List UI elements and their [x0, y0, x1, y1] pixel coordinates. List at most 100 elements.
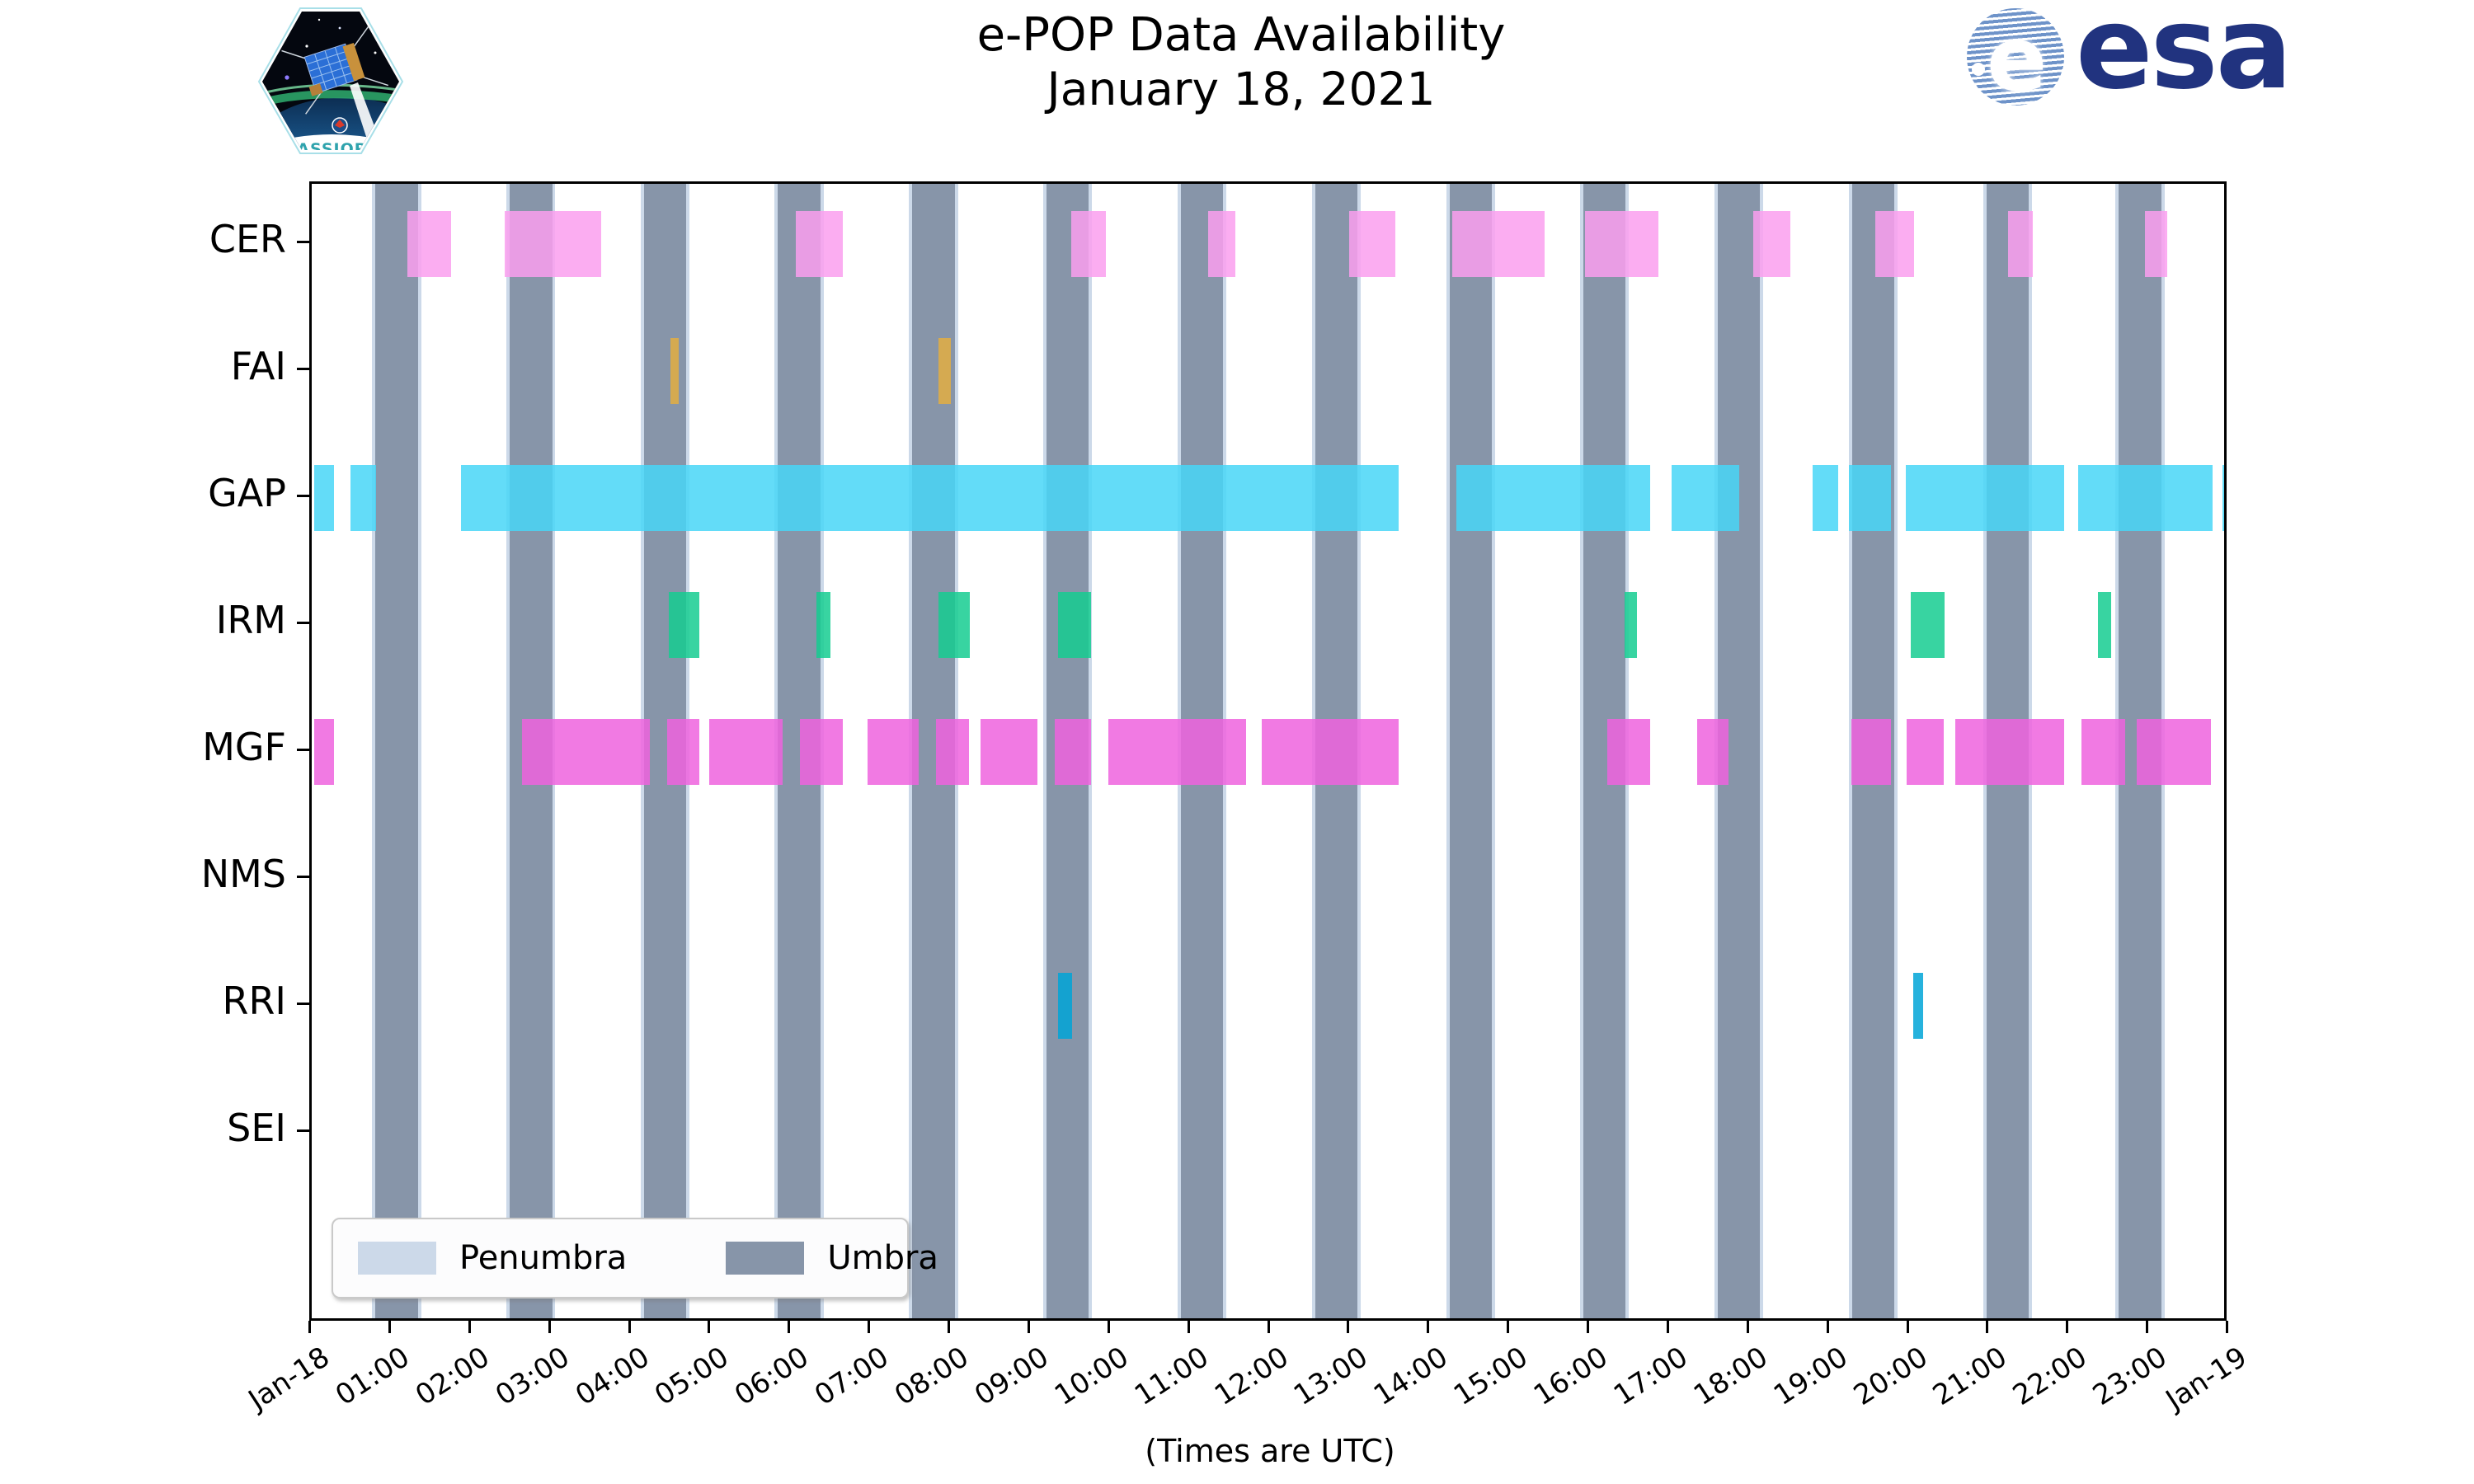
- ytick-mark: [297, 1003, 309, 1005]
- gap-data-bar: [1848, 465, 1892, 531]
- umbra-band: [374, 184, 418, 1318]
- mgf-data-bar: [799, 719, 844, 785]
- ytick-mark: [297, 1129, 309, 1132]
- cer-data-bar: [1071, 211, 1106, 277]
- cassiope-mission-patch: CASSIOPE: [257, 3, 406, 158]
- cer-data-bar: [2007, 211, 2033, 277]
- ytick-label-cer: CER: [209, 217, 286, 261]
- ytick-mark: [297, 495, 309, 497]
- ytick-label-gap: GAP: [208, 471, 286, 515]
- irm-data-bar: [669, 592, 699, 658]
- xtick-mark: [2146, 1321, 2149, 1333]
- ytick-mark: [297, 241, 309, 243]
- chart-title: e-POP Data Availability: [976, 8, 1506, 62]
- chart-wrap: Penumbra Umbra CER FAI GAP IRM MGF NMS RRI SEI …: [201, 181, 2253, 1416]
- cer-data-bar: [1452, 211, 1545, 277]
- xtick-mark: [868, 1321, 871, 1333]
- cer-data-bar: [407, 211, 451, 277]
- cer-data-bar: [1874, 211, 1915, 277]
- gap-data-bar: [1456, 465, 1650, 531]
- mgf-data-bar: [1607, 719, 1650, 785]
- irm-data-bar: [2098, 592, 2111, 658]
- cer-data-bar: [1585, 211, 1659, 277]
- xtick-mark: [1986, 1321, 1989, 1333]
- gap-data-bar: [313, 465, 335, 531]
- ytick-label-irm: IRM: [215, 598, 286, 642]
- fai-data-bar: [670, 338, 679, 404]
- mgf-data-bar: [1851, 719, 1892, 785]
- mgf-data-bar: [313, 719, 335, 785]
- cer-data-bar: [1207, 211, 1235, 277]
- gap-data-bar: [1905, 465, 2065, 531]
- xtick-mark: [548, 1321, 551, 1333]
- gap-data-bar: [461, 465, 1399, 531]
- mgf-data-bar: [1054, 719, 1091, 785]
- mgf-data-bar: [1261, 719, 1399, 785]
- esa-wordmark: esa: [2076, 0, 2293, 115]
- mgf-data-bar: [868, 719, 920, 785]
- xtick-mark: [388, 1321, 391, 1333]
- chart-subtitle: January 18, 2021: [1047, 63, 1436, 115]
- cer-data-bar: [1752, 211, 1791, 277]
- ytick-label-fai: FAI: [230, 344, 286, 388]
- umbra-label: Umbra: [827, 1239, 938, 1277]
- mgf-data-bar: [935, 719, 970, 785]
- mgf-data-bar: [521, 719, 650, 785]
- xtick-label-Jan-19: Jan-19: [2160, 1341, 2253, 1417]
- gap-data-bar: [350, 465, 377, 531]
- ytick-mark: [297, 368, 309, 370]
- mgf-data-bar: [2136, 719, 2211, 785]
- xtick-mark: [1587, 1321, 1589, 1333]
- irm-data-bar: [1624, 592, 1638, 658]
- xtick-mark: [468, 1321, 471, 1333]
- xtick-mark: [1746, 1321, 1749, 1333]
- mgf-data-bar: [709, 719, 783, 785]
- cassiope-patch-graphic: CASSIOPE: [257, 7, 404, 158]
- ytick-label-nms: NMS: [200, 852, 286, 896]
- xtick-mark: [2226, 1321, 2228, 1333]
- xtick-mark: [1826, 1321, 1829, 1333]
- umbra-swatch: [726, 1242, 805, 1275]
- gap-data-bar: [1813, 465, 1839, 531]
- cer-data-bar: [796, 211, 844, 277]
- gap-data-bar: [2222, 465, 2224, 531]
- xtick-mark: [788, 1321, 791, 1333]
- irm-data-bar: [1911, 592, 1945, 658]
- ytick-label-mgf: MGF: [202, 725, 286, 769]
- title-block: e-POP Data Availability January 18, 2021: [870, 8, 1612, 115]
- xtick-mark: [308, 1321, 311, 1333]
- cer-data-bar: [2145, 211, 2168, 277]
- rri-data-bar: [1913, 973, 1923, 1039]
- xtick-mark: [1187, 1321, 1190, 1333]
- mgf-data-bar: [667, 719, 699, 785]
- xtick-mark: [1347, 1321, 1350, 1333]
- gap-data-bar: [1671, 465, 1740, 531]
- gap-data-bar: [2077, 465, 2213, 531]
- cer-data-bar: [505, 211, 601, 277]
- ytick-label-sei: SEI: [227, 1106, 286, 1150]
- legend-item-penumbra: Penumbra: [358, 1239, 627, 1277]
- irm-data-bar: [1057, 592, 1091, 658]
- xtick-mark: [708, 1321, 711, 1333]
- cassiope-patch-text: CASSIOPE: [285, 140, 378, 158]
- esa-globe-icon: e: [1967, 8, 2064, 106]
- legend: Penumbra Umbra: [332, 1218, 938, 1298]
- penumbra-swatch: [358, 1242, 436, 1275]
- xtick-mark: [1507, 1321, 1510, 1333]
- xtick-mark: [1107, 1321, 1110, 1333]
- esa-logo: e esa: [1967, 0, 2429, 115]
- xtick-mark: [1666, 1321, 1669, 1333]
- cer-data-bar: [1349, 211, 1395, 277]
- xtick-mark: [1027, 1321, 1030, 1333]
- xtick-mark: [1267, 1321, 1270, 1333]
- mgf-data-bar: [1108, 719, 1247, 785]
- xtick-mark: [628, 1321, 631, 1333]
- fai-data-bar: [938, 338, 951, 404]
- umbra-band: [1449, 184, 1492, 1318]
- ytick-mark: [297, 876, 309, 878]
- irm-data-bar: [938, 592, 971, 658]
- xtick-mark: [948, 1321, 950, 1333]
- xtick-mark: [1427, 1321, 1430, 1333]
- mgf-data-bar: [1696, 719, 1729, 785]
